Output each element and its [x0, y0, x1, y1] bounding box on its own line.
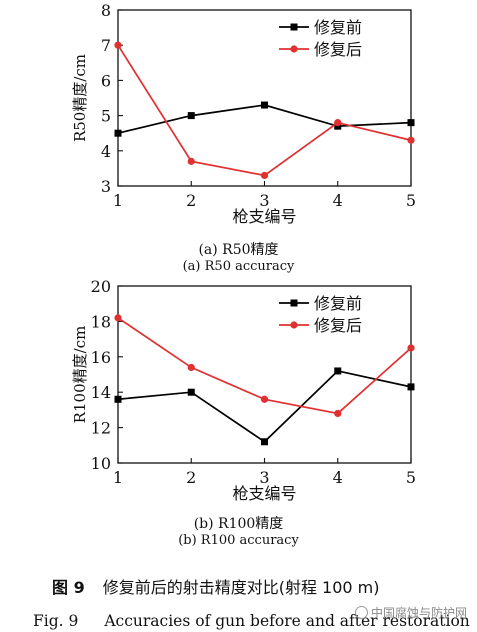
subplot-b-ytick-label: 12: [91, 419, 111, 438]
subplot-a-label-cn: (a) R50精度: [198, 242, 279, 258]
subplot-a-legend-1-label: 修复前: [314, 18, 362, 37]
subplot-a-x-axis-label: 枪支编号: [232, 207, 296, 226]
subplot-b-xtick-label: 1: [113, 468, 123, 487]
subplot-b-xtick-label: 5: [406, 468, 416, 487]
subplot-b-ytick-label: 10: [91, 454, 111, 473]
subplot-b-legend-1-label: 修复前: [314, 294, 362, 313]
subplot-b-ytick-label: 14: [91, 383, 111, 402]
figure-caption-en-text: Accuracies of gun before and after resto…: [104, 612, 470, 630]
subplot-a-ytick-label: 7: [101, 36, 111, 55]
subplot-a-series-2-point: [260, 171, 269, 180]
subplot-a-ytick-label: 3: [101, 177, 111, 196]
subplot-b-xtick-label: 4: [333, 468, 343, 487]
subplot-a-legend-2-marker: [290, 45, 298, 53]
subplot-a-label-en: (a) R50 accuracy: [182, 259, 295, 274]
figure-caption-en: Fig. 9 Accuracies of gun before and after…: [33, 612, 470, 630]
watermark: 中国腐蚀与防护网: [355, 604, 467, 621]
subplot-a-series-2-point: [187, 157, 195, 165]
subplot-a-series-1-point: [187, 112, 195, 120]
subplot-a-series-1-point: [114, 129, 122, 137]
subplot-b-series-1-point: [114, 395, 122, 403]
subplot-b-legend-2-marker: [290, 321, 298, 329]
subplot-a-ytick-label: 8: [101, 1, 111, 20]
subplot-a-xtick-label: 4: [333, 191, 343, 210]
subplot-b-series-1-point: [187, 388, 195, 396]
subplot-a-xtick-label: 3: [259, 191, 269, 210]
subplot-a-xtick-label: 5: [406, 191, 416, 210]
subplot-a-legend-2-label: 修复后: [314, 40, 362, 59]
subplot-b-series-1-point: [407, 383, 415, 391]
subplot-a-axes-frame: [117, 9, 412, 187]
subplot-b-x-axis-label: 枪支编号: [232, 484, 296, 503]
subplot-b-series-1-point: [261, 438, 268, 446]
subplot-b-legend-1-marker: [290, 299, 298, 307]
subplot-a-ytick-label: 4: [101, 142, 111, 161]
subplot-a-legend-1-marker: [290, 23, 298, 31]
subplot-b-series-1-point: [334, 367, 342, 375]
figure-caption-cn-text: 修复前后的射击精度对比(射程 100 m): [102, 578, 380, 597]
subplot-a-xtick-label: 2: [186, 191, 196, 210]
subplot-b-ytick-label: 18: [91, 312, 111, 331]
subplot-b-xtick-label: 2: [186, 468, 196, 487]
subplot-a-series-2-point: [407, 136, 415, 144]
figure-number-en: Fig. 9: [33, 612, 79, 630]
subplot-b-ytick-label: 20: [91, 277, 111, 296]
subplot-b-ytick-label: 16: [91, 348, 111, 367]
subplot-a-series-2-line: [117, 44, 412, 177]
watermark-text: 中国腐蚀与防护网: [371, 606, 468, 620]
subplot-a-y-axis-label: R50精度/cm: [71, 54, 89, 142]
subplot-b-series-2-point: [407, 344, 415, 352]
figure-number-cn: 图 9: [52, 578, 85, 597]
subplot-b-series-2-point: [260, 395, 269, 403]
wechat-icon: [355, 606, 368, 619]
subplot-a-xtick-label: 1: [113, 191, 123, 210]
subplot-a-series-1-point: [261, 101, 268, 109]
subplot-b-axes-frame: [117, 285, 412, 464]
subplot-a-series-2-point: [114, 41, 122, 49]
subplot-a-ytick-label: 6: [101, 71, 111, 90]
subplot-b-series-2-point: [114, 314, 122, 322]
subplot-a-ytick-label: 5: [101, 107, 111, 126]
subplot-b-series-2-point: [334, 409, 342, 418]
subplot-b-series-2-point: [187, 363, 195, 372]
subplot-b-legend-2-label: 修复后: [314, 316, 362, 335]
subplot-b-label-en: (b) R100 accuracy: [178, 533, 299, 548]
subplot-b-y-axis-label: R100精度/cm: [71, 326, 89, 424]
figure-caption-cn: 图 9 修复前后的射击精度对比(射程 100 m): [52, 574, 380, 598]
subplot-b-xtick-label: 3: [259, 468, 269, 487]
subplot-b-series-1-line: [117, 370, 412, 443]
subplot-a-series-1-point: [407, 119, 415, 127]
subplot-a-series-2-point: [334, 119, 342, 127]
subplot-b-label-cn: (b) R100精度: [193, 516, 284, 532]
